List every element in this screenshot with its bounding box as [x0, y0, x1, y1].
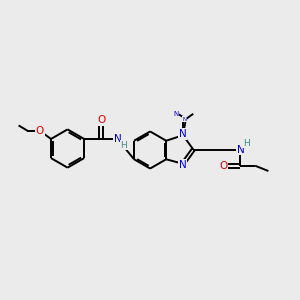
Text: N: N [173, 111, 178, 117]
Text: O: O [36, 126, 44, 136]
Text: H: H [243, 139, 250, 148]
Text: H: H [121, 141, 127, 150]
Text: O: O [220, 161, 228, 171]
Text: N: N [179, 160, 187, 170]
Text: N: N [179, 129, 187, 139]
Text: N: N [182, 117, 187, 122]
Text: O: O [97, 116, 105, 125]
Text: N: N [114, 134, 122, 144]
Text: N: N [236, 145, 244, 154]
